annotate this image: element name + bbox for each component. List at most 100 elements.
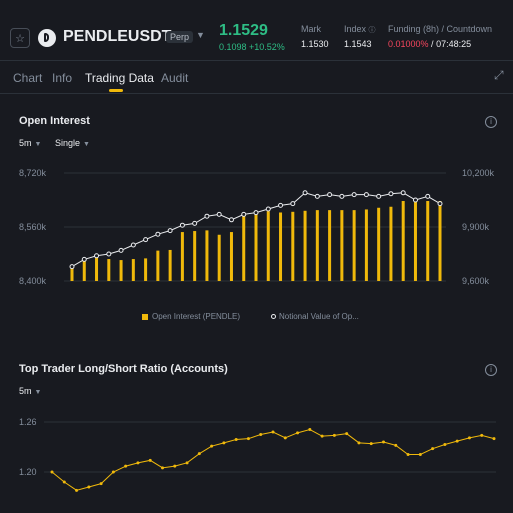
mode-dropdown[interactable]: Single ▼ bbox=[55, 138, 90, 148]
ratio-point bbox=[467, 436, 471, 440]
ratio-point bbox=[197, 452, 201, 456]
notional-point bbox=[302, 190, 308, 196]
index-label: Index ⓘ bbox=[344, 24, 376, 34]
ratio-point bbox=[234, 438, 238, 441]
y-left-tick-label: 8,720k bbox=[19, 168, 47, 178]
ratio-point bbox=[345, 432, 349, 436]
notional-point bbox=[400, 190, 406, 196]
notional-point bbox=[351, 192, 357, 198]
tab-info[interactable]: Info bbox=[52, 71, 73, 85]
star-icon[interactable]: ☆ bbox=[10, 28, 30, 48]
oi-bar bbox=[352, 210, 356, 281]
oi-bar bbox=[364, 209, 368, 281]
index-value: 1.1543 bbox=[344, 39, 372, 49]
notional-point bbox=[363, 192, 369, 198]
ratio-point bbox=[210, 444, 214, 448]
contract-type-badge: Perp bbox=[166, 31, 194, 43]
legend-notional-value[interactable]: Notional Value of Op... bbox=[271, 312, 359, 321]
oi-bar bbox=[217, 234, 221, 281]
tab-trading-data[interactable]: Trading Data bbox=[85, 71, 154, 85]
open-interest-chart: 8,720k8,560k8,400k10,200k9,900k9,600k12:… bbox=[19, 168, 495, 285]
info-icon[interactable]: i bbox=[485, 116, 497, 128]
mark-label: Mark bbox=[301, 24, 321, 34]
oi-bar bbox=[279, 212, 283, 281]
ratio-point bbox=[185, 461, 189, 465]
funding-value: 0.01000% / 07:48:25 bbox=[388, 39, 472, 49]
oi-bar bbox=[303, 210, 307, 281]
chevron-down-icon[interactable]: ▼ bbox=[196, 30, 205, 40]
open-interest-title: Open Interest bbox=[19, 115, 90, 127]
notional-point bbox=[192, 220, 198, 226]
ratio-point bbox=[369, 442, 373, 446]
ratio-point bbox=[296, 431, 300, 435]
ratio-point bbox=[320, 434, 324, 438]
tab-audit[interactable]: Audit bbox=[161, 71, 189, 85]
y-right-tick-label: 9,600k bbox=[462, 276, 490, 285]
ratio-interval-dropdown[interactable]: 5m ▼ bbox=[19, 386, 42, 396]
notional-point bbox=[130, 242, 136, 248]
oi-bar bbox=[205, 230, 209, 281]
notional-point bbox=[69, 264, 75, 270]
notional-point bbox=[94, 253, 100, 259]
oi-bar bbox=[229, 232, 233, 281]
oi-bar bbox=[389, 206, 393, 281]
notional-point bbox=[412, 197, 418, 203]
notional-point bbox=[314, 193, 320, 199]
last-price: 1.1529 bbox=[219, 22, 268, 39]
tab-chart[interactable]: Chart bbox=[13, 71, 43, 85]
notional-point bbox=[204, 213, 210, 219]
oi-bar bbox=[156, 250, 160, 281]
notional-point bbox=[290, 201, 296, 207]
ratio-point bbox=[455, 439, 459, 443]
ratio-point bbox=[283, 436, 287, 440]
ratio-point bbox=[148, 458, 152, 462]
legend-open-interest[interactable]: Open Interest (PENDLE) bbox=[142, 312, 240, 321]
notional-point bbox=[241, 211, 247, 217]
notional-point bbox=[81, 256, 87, 262]
notional-point bbox=[216, 211, 222, 217]
oi-bar bbox=[144, 258, 148, 281]
interval-dropdown[interactable]: 5m ▼ bbox=[19, 138, 42, 148]
oi-bar bbox=[107, 259, 111, 281]
oi-bar bbox=[291, 211, 295, 281]
y-tick-label: 1.20 bbox=[19, 467, 37, 477]
ratio-point bbox=[62, 480, 66, 484]
notional-point bbox=[143, 237, 149, 243]
info-icon[interactable]: i bbox=[485, 364, 497, 376]
y-right-tick-label: 10,200k bbox=[462, 168, 495, 178]
notional-point bbox=[155, 231, 161, 237]
ratio-line bbox=[51, 428, 495, 491]
y-left-tick-label: 8,560k bbox=[19, 222, 47, 232]
ratio-point bbox=[480, 433, 484, 437]
ratio-title: Top Trader Long/Short Ratio (Accounts) bbox=[19, 363, 228, 375]
oi-bar bbox=[119, 260, 123, 281]
funding-rate: 0.01000% bbox=[388, 39, 429, 49]
ratio-point bbox=[406, 453, 410, 456]
ratio-point bbox=[357, 441, 361, 445]
symbol-name[interactable]: PENDLEUSDT bbox=[63, 28, 172, 45]
ratio-point bbox=[246, 437, 250, 441]
line-swatch bbox=[271, 314, 276, 320]
notional-point bbox=[278, 202, 284, 208]
oi-bar bbox=[193, 231, 197, 281]
oi-bar bbox=[438, 201, 442, 281]
notional-point bbox=[425, 193, 431, 199]
ratio-point bbox=[431, 447, 435, 451]
tab-bar: Chart Info Trading Data Audit bbox=[0, 61, 513, 94]
expand-icon[interactable]: ⤢ bbox=[494, 68, 504, 82]
ratio-point bbox=[271, 430, 275, 434]
oi-bar bbox=[168, 249, 172, 281]
bar-swatch bbox=[142, 313, 148, 320]
ratio-point bbox=[259, 433, 263, 436]
oi-bar bbox=[180, 232, 184, 281]
mark-value: 1.1530 bbox=[301, 39, 329, 49]
notional-point bbox=[253, 210, 259, 216]
ratio-point bbox=[161, 466, 164, 470]
y-tick-label: 1.26 bbox=[19, 417, 37, 427]
oi-bar bbox=[315, 210, 319, 281]
oi-bar bbox=[254, 214, 258, 281]
notional-point bbox=[327, 192, 333, 198]
ratio-point bbox=[124, 464, 128, 468]
ratio-point bbox=[443, 443, 447, 446]
ratio-point bbox=[75, 488, 79, 492]
